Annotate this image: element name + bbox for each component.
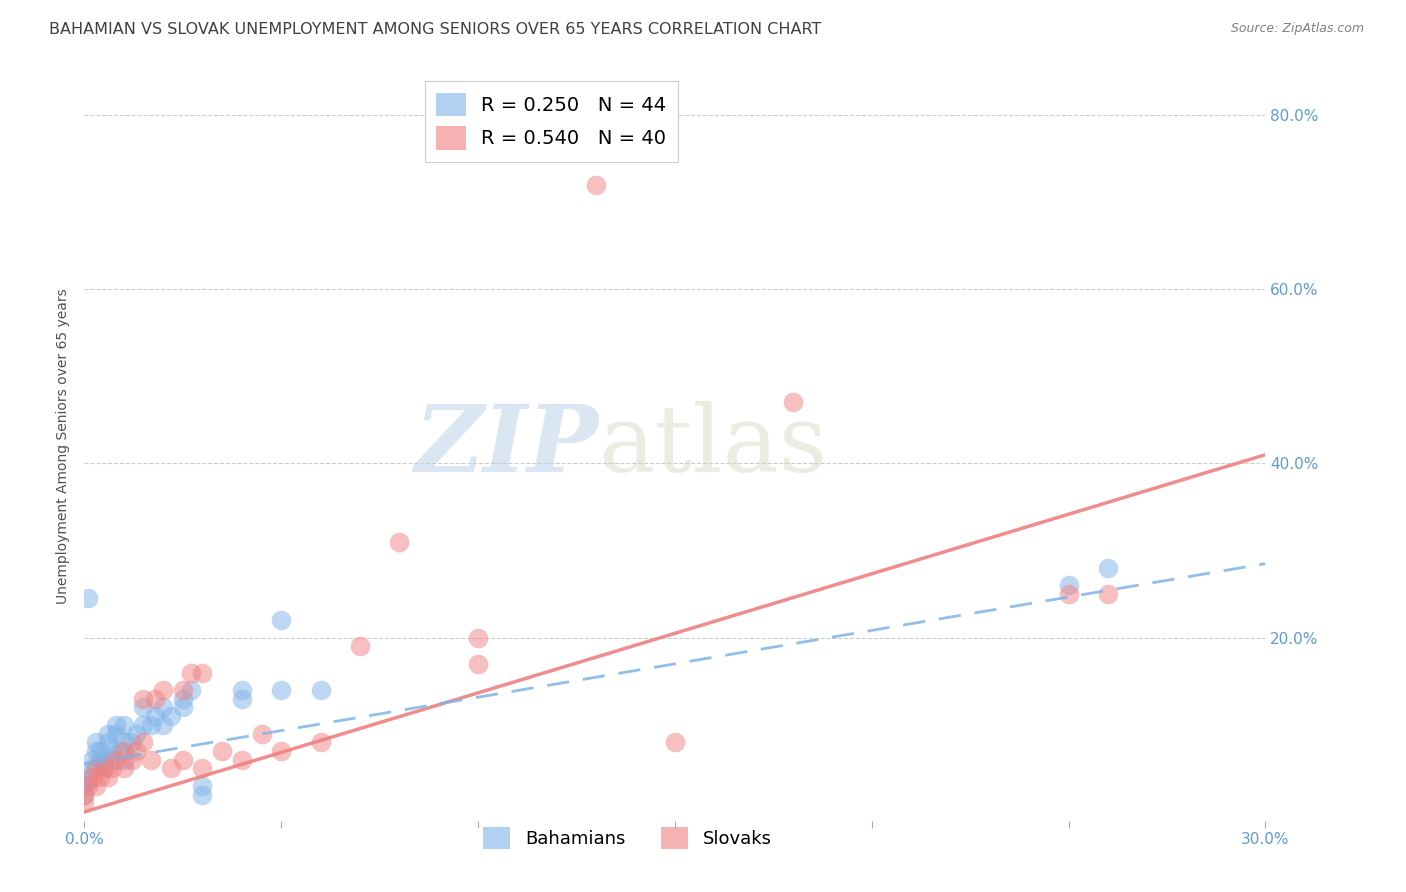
Point [191, 788, 214, 802]
Point [1057, 578, 1080, 592]
Point [97, 726, 120, 740]
Point [93, 753, 115, 767]
Point [82, 761, 104, 775]
Point [467, 657, 489, 671]
Point [93, 761, 115, 775]
Point [388, 534, 411, 549]
Point [124, 744, 146, 758]
Point [270, 682, 292, 697]
Point [141, 753, 163, 767]
Point [172, 753, 194, 767]
Text: Source: ZipAtlas.com: Source: ZipAtlas.com [1230, 22, 1364, 36]
Point [1097, 561, 1119, 575]
Point [172, 700, 194, 714]
Point [180, 665, 202, 680]
Point [1097, 587, 1119, 601]
Point [77, 770, 100, 784]
Point [89, 753, 111, 767]
Point [77, 779, 100, 793]
Point [124, 726, 146, 740]
Point [73, 779, 96, 793]
Point [121, 753, 143, 767]
Point [93, 761, 115, 775]
Point [73, 788, 96, 802]
Point [172, 682, 194, 697]
Point [132, 735, 155, 749]
Point [112, 753, 135, 767]
Point [104, 718, 127, 732]
Point [191, 779, 214, 793]
Point [84, 744, 107, 758]
Point [180, 682, 202, 697]
Point [152, 682, 174, 697]
Point [143, 691, 166, 706]
Point [349, 640, 371, 654]
Point [191, 665, 214, 680]
Point [112, 735, 135, 749]
Point [104, 753, 127, 767]
Point [309, 682, 332, 697]
Point [231, 691, 253, 706]
Point [191, 761, 214, 775]
Point [172, 691, 194, 706]
Point [84, 761, 107, 775]
Point [152, 700, 174, 714]
Point [112, 718, 135, 732]
Point [250, 726, 273, 740]
Point [132, 700, 155, 714]
Y-axis label: Unemployment Among Seniors over 65 years: Unemployment Among Seniors over 65 years [56, 288, 70, 604]
Legend: Bahamians, Slovaks: Bahamians, Slovaks [477, 820, 779, 856]
Point [211, 744, 233, 758]
Point [467, 631, 489, 645]
Point [143, 709, 166, 723]
Text: BAHAMIAN VS SLOVAK UNEMPLOYMENT AMONG SENIORS OVER 65 YEARS CORRELATION CHART: BAHAMIAN VS SLOVAK UNEMPLOYMENT AMONG SE… [49, 22, 821, 37]
Point [112, 744, 135, 758]
Point [101, 744, 124, 758]
Point [664, 735, 686, 749]
Point [152, 718, 174, 732]
Point [77, 591, 100, 606]
Point [82, 770, 104, 784]
Text: ZIP: ZIP [413, 401, 598, 491]
Point [84, 779, 107, 793]
Point [104, 726, 127, 740]
Point [108, 744, 131, 758]
Point [585, 178, 607, 192]
Point [1057, 587, 1080, 601]
Point [97, 735, 120, 749]
Point [112, 761, 135, 775]
Point [141, 718, 163, 732]
Point [84, 735, 107, 749]
Point [89, 744, 111, 758]
Point [270, 744, 292, 758]
Point [309, 735, 332, 749]
Point [231, 682, 253, 697]
Point [97, 770, 120, 784]
Point [231, 753, 253, 767]
Point [121, 735, 143, 749]
Point [101, 753, 124, 767]
Point [82, 753, 104, 767]
Text: atlas: atlas [598, 401, 827, 491]
Point [73, 788, 96, 802]
Point [782, 395, 804, 409]
Point [270, 613, 292, 627]
Point [73, 796, 96, 810]
Point [160, 709, 183, 723]
Point [132, 691, 155, 706]
Point [101, 761, 124, 775]
Point [160, 761, 183, 775]
Point [132, 718, 155, 732]
Point [77, 774, 100, 789]
Point [89, 770, 111, 784]
